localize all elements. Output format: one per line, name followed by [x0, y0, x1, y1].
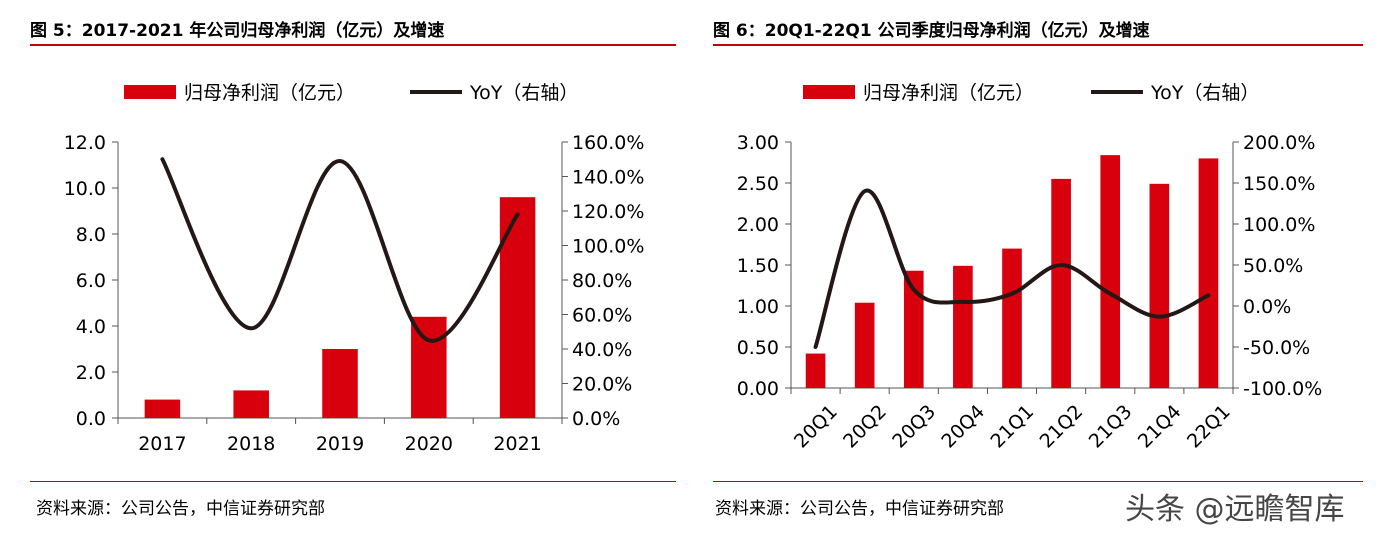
- right-tick-label: 0.0%: [1243, 296, 1291, 318]
- right-tick-label: -100.0%: [1243, 378, 1322, 400]
- x-tick-label: 2017: [138, 433, 186, 455]
- title-rule: [713, 44, 1363, 46]
- left-tick-label: 10.0: [64, 178, 106, 200]
- right-tick-label: 120.0%: [572, 201, 644, 223]
- bar: [144, 399, 181, 418]
- x-tick-label: 20Q4: [937, 401, 989, 453]
- bar: [1100, 155, 1121, 388]
- bar: [233, 390, 269, 418]
- x-tick-label: 20Q1: [790, 401, 842, 453]
- chart-title: 图 5：2017-2021 年公司归母净利润（亿元）及增速: [30, 21, 445, 41]
- left-tick-label: 2.50: [737, 173, 779, 195]
- left-tick-label: 3.00: [737, 132, 779, 154]
- source-note: 资料来源：公司公告，中信证券研究部: [36, 499, 325, 519]
- bar: [499, 197, 536, 418]
- chart-right-svg: 归母净利润（亿元） YoY（右轴） 0.00 0.50 1.00 1.50 2.00 2.50…: [737, 82, 1323, 453]
- x-tick-label: 2018: [227, 433, 275, 455]
- left-tick-label: 4.0: [76, 316, 106, 338]
- legend-line-label: YoY（右轴）: [1150, 82, 1259, 104]
- bar: [903, 270, 924, 388]
- x-tick-label: 20Q3: [888, 401, 940, 453]
- yoy-line: [813, 188, 1211, 349]
- chart-title: 图 6：20Q1-22Q1 公司季度归母净利润（亿元）及增速: [713, 21, 1150, 41]
- bar: [805, 353, 826, 388]
- legend-bar-label: 归母净利润（亿元）: [184, 82, 355, 104]
- bar: [854, 302, 875, 388]
- left-tick-label: 1.50: [737, 255, 779, 277]
- left-tick-label: 0.00: [737, 378, 779, 400]
- right-tick-label: 60.0%: [572, 305, 632, 327]
- left-tick-label: 1.00: [737, 296, 779, 318]
- right-tick-label: 100.0%: [1243, 214, 1315, 236]
- right-tick-label: 0.0%: [572, 408, 620, 430]
- bar: [1002, 248, 1022, 388]
- chart-panel-left: 图 5：2017-2021 年公司归母净利润（亿元）及增速 归母净利润（亿元） Y…: [0, 0, 690, 536]
- x-tick-label: 21Q1: [986, 401, 1038, 453]
- left-tick-label: 0.0: [76, 408, 106, 430]
- x-tick-label: 21Q2: [1036, 401, 1088, 453]
- chart-panel-right: 图 6：20Q1-22Q1 公司季度归母净利润（亿元）及增速 归母净利润（亿元）…: [705, 0, 1399, 536]
- right-tick-label: 80.0%: [572, 270, 632, 292]
- legend-bar-swatch: [803, 85, 855, 99]
- x-tick-label: 22Q1: [1183, 401, 1235, 453]
- left-tick-label: 6.0: [76, 270, 106, 292]
- source-rule: [30, 481, 676, 482]
- right-tick-label: 20.0%: [572, 374, 632, 396]
- bar: [1198, 158, 1219, 388]
- right-tick-label: 50.0%: [1243, 255, 1303, 277]
- right-tick-label: 140.0%: [572, 167, 644, 189]
- x-tick-label: 2021: [493, 433, 541, 455]
- watermark: 头条 @远瞻智库: [1125, 492, 1345, 527]
- yoy-line: [160, 157, 520, 343]
- legend-bar-label: 归母净利润（亿元）: [863, 82, 1034, 104]
- legend-bar-swatch: [124, 85, 176, 99]
- bar: [1051, 178, 1071, 388]
- right-tick-label: 160.0%: [572, 132, 644, 154]
- bar: [1149, 183, 1170, 388]
- chart-left-svg: 归母净利润（亿元） YoY（右轴） 0.0 2.0 4.0 6.0 8.0 10.0 12.0 0…: [64, 82, 645, 455]
- x-tick-label: 21Q4: [1134, 401, 1186, 453]
- x-tick-label: 2019: [316, 433, 364, 455]
- right-tick-label: 40.0%: [572, 339, 632, 361]
- bar: [411, 316, 447, 418]
- title-rule: [30, 44, 676, 46]
- bar: [953, 265, 973, 388]
- left-tick-label: 0.50: [737, 337, 779, 359]
- x-tick-label: 21Q3: [1085, 401, 1137, 453]
- x-tick-label: 20Q2: [839, 401, 891, 453]
- right-tick-label: 200.0%: [1243, 132, 1315, 154]
- right-tick-label: -50.0%: [1243, 337, 1310, 359]
- left-tick-label: 12.0: [64, 132, 106, 154]
- right-tick-label: 100.0%: [572, 236, 644, 258]
- legend-line-label: YoY（右轴）: [469, 82, 578, 104]
- left-tick-label: 8.0: [76, 224, 106, 246]
- bar: [322, 349, 358, 418]
- left-tick-label: 2.0: [76, 362, 106, 384]
- x-tick-label: 2020: [405, 433, 453, 455]
- left-tick-label: 2.00: [737, 214, 779, 236]
- source-note: 资料来源：公司公告，中信证券研究部: [715, 499, 1004, 519]
- right-tick-label: 150.0%: [1243, 173, 1315, 195]
- source-rule: [713, 481, 1363, 482]
